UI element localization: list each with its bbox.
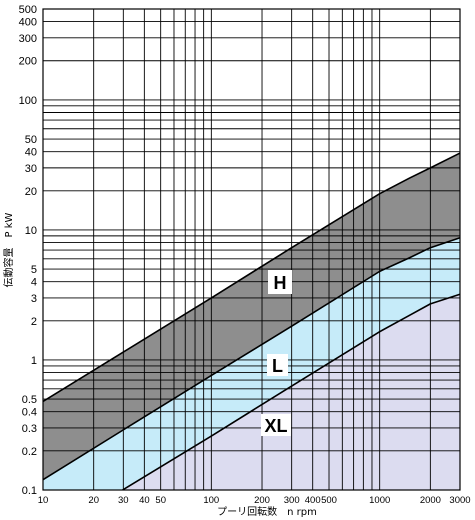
y-tick-label: 2	[31, 316, 37, 328]
y-tick-label: 50	[25, 134, 37, 146]
x-tick-label: 2000	[420, 495, 441, 506]
x-tick-label: 300	[284, 495, 300, 506]
band-label-l-box	[267, 354, 288, 376]
band-label-l: L	[267, 354, 288, 376]
y-tick-label: 1	[31, 355, 37, 367]
band-label-xl-box	[261, 414, 291, 436]
band-label-l-text: L	[272, 356, 283, 376]
y-tick-label: 40	[25, 147, 37, 159]
y-tick-label: 3	[31, 293, 37, 305]
x-tick-label: 1000	[369, 495, 390, 506]
x-tick-label: 40	[139, 495, 150, 506]
band-boundaries	[42, 152, 461, 491]
y-tick-label: 0.3	[22, 423, 37, 435]
x-axis-label: プーリ回転数 n rpm	[217, 505, 317, 518]
band-label-h: H	[268, 270, 292, 294]
boundary-xl-upper	[122, 293, 461, 491]
y-tick-label: 10	[25, 225, 37, 237]
boundary-h-upper	[42, 152, 461, 403]
x-tick-labels: 10 20 30 40 50 100 200 300 400 500 1000 2000 3000	[38, 495, 471, 506]
y-tick-label: 200	[19, 56, 37, 68]
y-tick-label: 5	[31, 264, 37, 276]
y-axis-label: 伝動容量 P kW	[2, 212, 15, 287]
band-label-xl: XL	[261, 414, 291, 436]
x-tick-label: 10	[38, 495, 49, 506]
band-label-xl-text: XL	[264, 416, 287, 436]
y-tick-label: 4	[31, 277, 37, 289]
y-tick-label: 0.4	[22, 407, 37, 419]
band-label-h-text: H	[274, 273, 287, 293]
x-tick-label: 500	[321, 495, 337, 506]
y-tick-label: 500	[19, 4, 37, 16]
y-tick-label: 0.2	[22, 446, 37, 458]
y-tick-label: 400	[19, 17, 37, 29]
x-tick-label: 20	[88, 495, 99, 506]
y-tick-label: 100	[19, 95, 37, 107]
y-tick-label: 30	[25, 163, 37, 175]
band-label-h-box	[268, 270, 292, 294]
x-tick-label: 200	[254, 495, 270, 506]
x-tick-label: 100	[203, 495, 219, 506]
y-tick-label: 0.5	[22, 394, 37, 406]
y-tick-label: 0.1	[22, 485, 37, 497]
x-tick-label: 400	[305, 495, 321, 506]
y-tick-label: 300	[19, 33, 37, 45]
x-tick-label: 50	[155, 495, 166, 506]
boundary-l-upper	[42, 237, 461, 481]
x-tick-label: 30	[118, 495, 129, 506]
grid	[42, 8, 461, 491]
x-tick-label: 3000	[449, 495, 470, 506]
y-tick-label: 20	[25, 186, 37, 198]
plot-frame	[42, 8, 461, 491]
